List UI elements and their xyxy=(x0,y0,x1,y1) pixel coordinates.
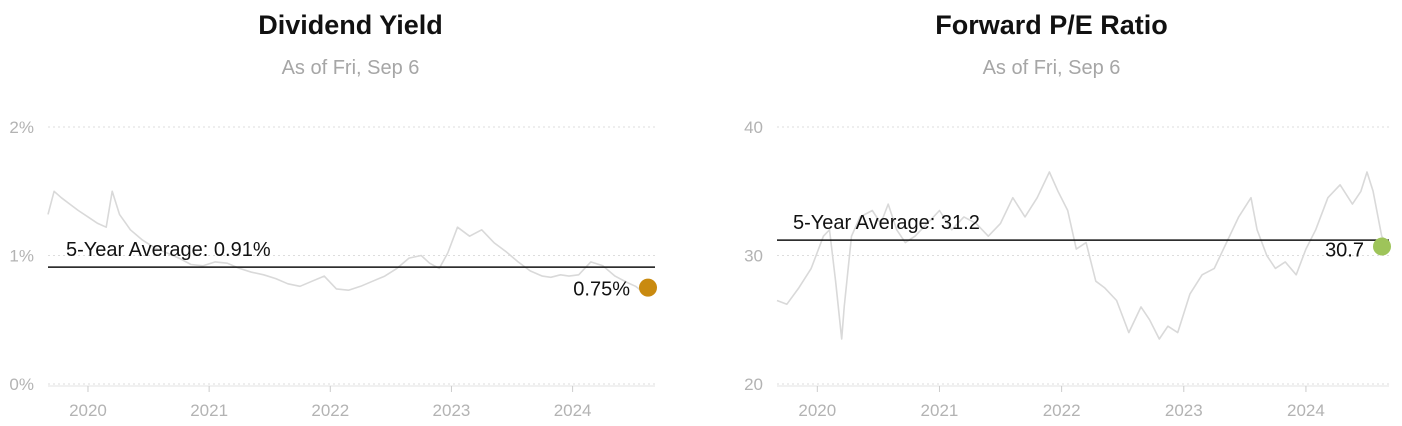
series-line xyxy=(47,190,656,295)
y-tick-label: 40 xyxy=(744,118,763,137)
chart-title: Dividend Yield xyxy=(258,10,443,40)
current-value-dot xyxy=(1373,237,1391,256)
x-tick-label: 2023 xyxy=(1165,401,1203,420)
y-tick-label: 2% xyxy=(9,118,34,137)
chart-subtitle: As of Fri, Sep 6 xyxy=(281,57,420,79)
x-tick-label: 2022 xyxy=(311,401,349,420)
x-tick-label: 2022 xyxy=(1043,401,1081,420)
x-tick-label: 2024 xyxy=(554,401,592,420)
y-tick-label: 1% xyxy=(9,247,34,266)
dividend-yield-chart: 0% 1% 2% 2020 2021 2022 2023 2024 5-Year Average… xyxy=(9,118,657,420)
current-value-label: 0.75% xyxy=(573,279,630,301)
forward-pe-chart: 20 30 40 2020 2021 2022 2023 2024 5-Year Average… xyxy=(744,118,1391,420)
x-tick-label: 2020 xyxy=(798,401,836,420)
x-tick-label: 2021 xyxy=(190,401,228,420)
y-tick-label: 0% xyxy=(9,375,34,394)
y-tick-label: 30 xyxy=(744,247,763,266)
dividend-yield-panel: Dividend Yield As of Fri, Sep 6 0% 1% 2% 20… xyxy=(9,10,657,420)
current-value-label: 30.7 xyxy=(1325,240,1364,262)
x-tick-label: 2021 xyxy=(921,401,959,420)
chart-title: Forward P/E Ratio xyxy=(935,10,1168,40)
current-value-dot xyxy=(639,278,657,297)
y-tick-label: 20 xyxy=(744,375,763,394)
forward-pe-panel: Forward P/E Ratio As of Fri, Sep 6 20 30 4… xyxy=(701,0,1402,426)
x-tick-label: 2024 xyxy=(1287,401,1325,420)
x-tick-label: 2023 xyxy=(433,401,471,420)
average-label: 5-Year Average: 31.2 xyxy=(793,212,980,234)
x-tick-label: 2020 xyxy=(69,401,107,420)
average-label: 5-Year Average: 0.91% xyxy=(66,239,271,261)
series-line xyxy=(776,171,1390,340)
chart-subtitle: As of Fri, Sep 6 xyxy=(982,57,1121,79)
